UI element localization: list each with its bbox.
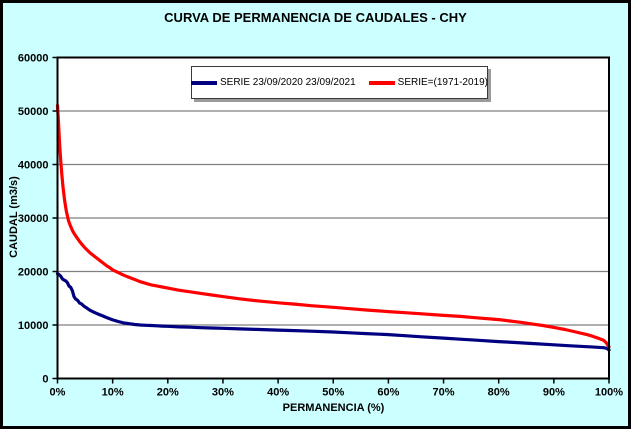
x-tick-label: 70% xyxy=(433,387,455,399)
legend-label: SERIE 23/09/2020 23/09/2021 xyxy=(220,77,356,88)
y-tick-label: 50000 xyxy=(18,106,49,118)
x-tick-label: 0% xyxy=(50,387,66,399)
y-tick-label: 60000 xyxy=(18,53,49,65)
x-tick-label: 90% xyxy=(543,387,565,399)
series-line-red xyxy=(55,103,611,349)
x-tick-label: 60% xyxy=(377,387,399,399)
x-tick-label: 50% xyxy=(322,387,344,399)
legend: SERIE 23/09/2020 23/09/2021 SERIE=(1971-… xyxy=(191,66,488,99)
legend-line-swatch-red xyxy=(368,80,395,85)
x-tick-label: 30% xyxy=(212,387,234,399)
y-tick-label: 10000 xyxy=(18,320,49,332)
y-tick-label: 40000 xyxy=(18,160,49,172)
x-tick-label: 40% xyxy=(267,387,289,399)
series-line-blue xyxy=(55,272,611,352)
legend-label: SERIE=(1971-2019) xyxy=(397,77,489,88)
legend-line-swatch-blue xyxy=(191,80,217,85)
x-tick-label: 20% xyxy=(157,387,179,399)
x-tick-label: 10% xyxy=(102,387,124,399)
y-tick-label: 20000 xyxy=(18,267,49,279)
x-axis-title: PERMANENCIA (%) xyxy=(282,402,385,414)
legend-item-serie-1971-2019: SERIE=(1971-2019) xyxy=(368,77,489,88)
plot-border xyxy=(56,56,610,380)
legend-item-serie-2020-2021: SERIE 23/09/2020 23/09/2021 xyxy=(191,77,356,88)
y-tick-label: 0 xyxy=(42,374,48,386)
plot-area: 0 10000 20000 30000 40000 50000 60000 0% 10% 20% 3… xyxy=(18,53,623,399)
chart-title: CURVA DE PERMANENCIA DE CAUDALES - CHY xyxy=(164,10,467,25)
x-tick-label: 100% xyxy=(595,387,623,399)
y-tick-label: 30000 xyxy=(18,213,49,225)
x-tick-label: 80% xyxy=(488,387,510,399)
y-axis-title: CAUDAL (m3/s) xyxy=(8,176,20,258)
